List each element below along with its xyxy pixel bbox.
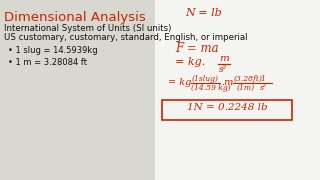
Text: • 1 slug = 14.5939kg: • 1 slug = 14.5939kg: [8, 46, 98, 55]
Text: US customary, customary, standard, English, or imperial: US customary, customary, standard, Engli…: [4, 33, 247, 42]
Bar: [155, 0, 320, 180]
Text: 1: 1: [260, 75, 265, 83]
Text: s²: s²: [219, 65, 227, 74]
Text: 1N = 0.2248 lb: 1N = 0.2248 lb: [187, 103, 267, 112]
Text: International System of Units (SI units): International System of Units (SI units): [4, 24, 172, 33]
Text: .m: .m: [221, 78, 233, 87]
Bar: [162, 100, 292, 120]
Text: Dimensional Analysis: Dimensional Analysis: [4, 11, 146, 24]
Text: N = lb: N = lb: [185, 8, 222, 18]
Text: • 1 m = 3.28084 ft: • 1 m = 3.28084 ft: [8, 58, 87, 67]
Text: (1m): (1m): [237, 84, 255, 92]
Text: (14.59 kg): (14.59 kg): [191, 84, 231, 92]
Text: s²: s²: [260, 84, 267, 92]
Bar: [155, 0, 320, 180]
Text: = kg.: = kg.: [175, 57, 205, 67]
Text: m: m: [219, 54, 229, 63]
Text: (1slug): (1slug): [192, 75, 219, 83]
Text: F = ma: F = ma: [175, 42, 219, 55]
Text: = kg: = kg: [168, 78, 191, 87]
Text: (3.28ft): (3.28ft): [234, 75, 263, 83]
